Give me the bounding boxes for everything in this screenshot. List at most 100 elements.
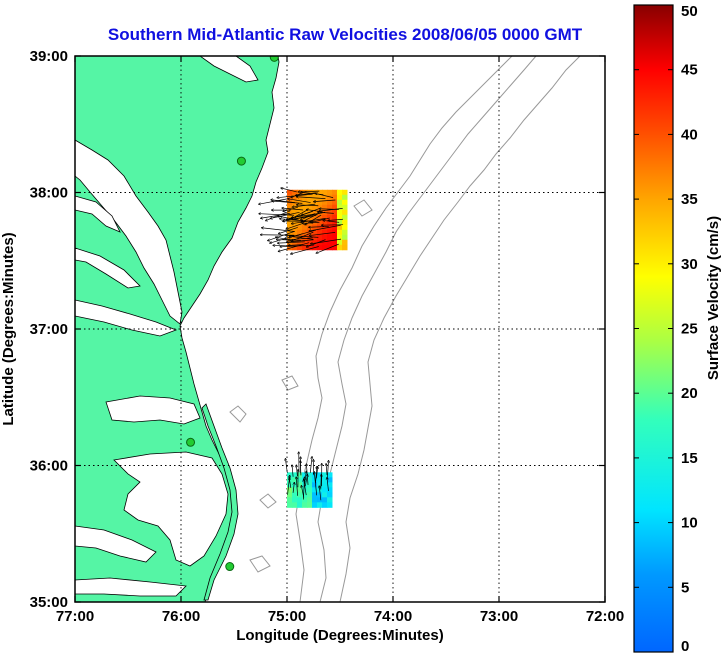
velocity-cell [307, 492, 313, 498]
outer-banks [201, 403, 239, 601]
radar-station-marker [225, 562, 235, 572]
velocity-arrow [278, 241, 305, 243]
velocity-cell [342, 219, 348, 226]
velocity-cell [292, 497, 298, 503]
velocity-cell [297, 244, 303, 251]
velocity-arrow [287, 239, 314, 242]
velocity-cell [337, 199, 343, 206]
velocity-arrow [278, 242, 310, 252]
velocity-cell [322, 472, 328, 478]
velocity-arrow [292, 465, 293, 477]
velocity-cell [307, 487, 313, 493]
colorbar-tick-label: 50 [681, 3, 698, 20]
velocity-arrow [262, 228, 295, 232]
velocity-cell [342, 234, 348, 241]
lon-tick-label: 74:00 [374, 608, 412, 625]
velocity-cell [287, 492, 293, 498]
velocity-cell [322, 234, 328, 241]
velocity-cell [332, 224, 338, 231]
velocity-arrow [309, 224, 341, 231]
velocity-arrow [316, 467, 317, 479]
velocity-cell [297, 209, 303, 216]
map-grid [75, 56, 605, 602]
velocity-cell [332, 239, 338, 246]
velocity-arrow [297, 205, 319, 206]
lon-ticks: 77:00 76:00 75:00 74:00 73:00 72:00 [56, 56, 624, 625]
velocity-cell [302, 492, 308, 498]
velocity-cell [317, 497, 323, 503]
velocity-cell [307, 502, 313, 508]
velocity-arrow [270, 211, 300, 218]
velocity-cell [322, 244, 328, 251]
velocity-cell [292, 209, 298, 216]
velocity-cell [307, 244, 313, 251]
colorbar-tick-label: 15 [681, 450, 698, 467]
velocity-cell [292, 224, 298, 231]
velocity-arrow [268, 230, 295, 240]
velocity-arrow [316, 243, 339, 253]
velocity-arrow [292, 203, 316, 207]
velocity-cell [317, 482, 323, 488]
velocity-cell [317, 502, 323, 508]
river-inlet [75, 195, 121, 233]
lon-tick-label: 75:00 [268, 608, 306, 625]
velocity-arrow [286, 223, 304, 229]
velocity-cell [322, 219, 328, 226]
velocity-cell [312, 189, 318, 196]
velocity-arrow [319, 486, 322, 501]
velocity-cell [317, 219, 323, 226]
velocity-cell [312, 234, 318, 241]
velocity-cell [327, 214, 333, 221]
velocity-cell [327, 194, 333, 201]
velocity-cell [312, 487, 318, 493]
velocity-cell [287, 229, 293, 236]
velocity-cell [297, 492, 303, 498]
velocity-cell [327, 477, 333, 483]
velocity-cell [332, 219, 338, 226]
velocity-arrow [287, 476, 290, 495]
velocity-cell [342, 214, 348, 221]
velocity-cell [322, 194, 328, 201]
velocity-cell [342, 194, 348, 201]
lat-tick-label: 39:00 [30, 48, 68, 65]
velocity-arrow [288, 199, 311, 203]
velocity-arrow [292, 231, 314, 241]
velocity-cell [307, 482, 313, 488]
velocity-cell [317, 244, 323, 251]
velocity-cell [322, 224, 328, 231]
velocity-cell [287, 189, 293, 196]
velocity-cell [312, 239, 318, 246]
velocity-cell [317, 229, 323, 236]
velocity-cell [312, 214, 318, 221]
velocity-cell [327, 482, 333, 488]
radar-stations [186, 56, 279, 572]
velocity-cell [327, 189, 333, 196]
velocity-cell [327, 204, 333, 211]
velocity-arrow [314, 199, 336, 202]
velocity-cell [337, 204, 343, 211]
velocity-cell [327, 492, 333, 498]
velocity-cell [292, 234, 298, 241]
colorbar-tick-label: 45 [681, 62, 698, 79]
velocity-cell [312, 194, 318, 201]
velocity-arrow [309, 457, 312, 473]
lat-ticks: 39:00 38:00 37:00 36:00 35:00 [30, 48, 605, 611]
velocity-cell [297, 239, 303, 246]
velocity-cell [327, 219, 333, 226]
velocity-arrow [323, 220, 340, 223]
colorbar-tick-label: 35 [681, 191, 698, 208]
velocity-arrow [315, 467, 316, 484]
delaware-bay [199, 56, 259, 83]
velocity-arrow [314, 472, 318, 496]
velocity-cell [292, 204, 298, 211]
velocity-cell [332, 214, 338, 221]
velocity-cell [342, 209, 348, 216]
velocity-cell [337, 224, 343, 231]
velocity-cell [297, 482, 303, 488]
velocity-cell [327, 497, 333, 503]
velocity-cell [337, 229, 343, 236]
velocity-cell [302, 199, 308, 206]
velocity-cell [327, 502, 333, 508]
velocity-cell [342, 224, 348, 231]
